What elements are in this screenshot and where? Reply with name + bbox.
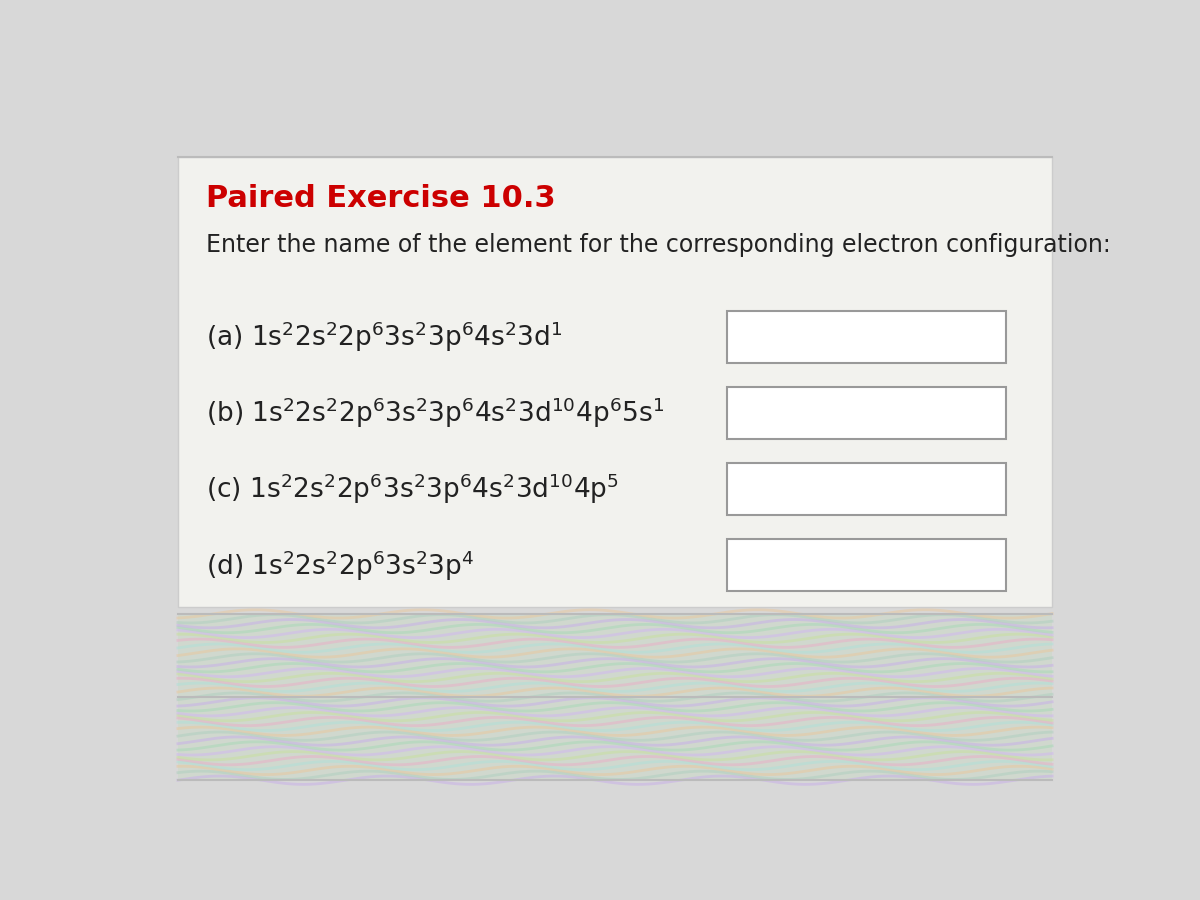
FancyBboxPatch shape: [727, 310, 1006, 363]
Text: (c) 1s$^2$2s$^2$2p$^6$3s$^2$3p$^6$4s$^2$3d$^{10}$4p$^5$: (c) 1s$^2$2s$^2$2p$^6$3s$^2$3p$^6$4s$^2$…: [206, 472, 619, 507]
Text: (a) 1s$^2$2s$^2$2p$^6$3s$^2$3p$^6$4s$^2$3d$^1$: (a) 1s$^2$2s$^2$2p$^6$3s$^2$3p$^6$4s$^2$…: [206, 320, 563, 354]
FancyBboxPatch shape: [727, 387, 1006, 439]
FancyBboxPatch shape: [178, 614, 1052, 780]
Text: Enter the name of the element for the corresponding electron configuration:: Enter the name of the element for the co…: [206, 233, 1110, 256]
FancyBboxPatch shape: [727, 539, 1006, 591]
FancyBboxPatch shape: [727, 464, 1006, 515]
Text: (b) 1s$^2$2s$^2$2p$^6$3s$^2$3p$^6$4s$^2$3d$^{10}$4p$^6$5s$^1$: (b) 1s$^2$2s$^2$2p$^6$3s$^2$3p$^6$4s$^2$…: [206, 396, 665, 430]
FancyBboxPatch shape: [178, 157, 1052, 607]
Text: (d) 1s$^2$2s$^2$2p$^6$3s$^2$3p$^4$: (d) 1s$^2$2s$^2$2p$^6$3s$^2$3p$^4$: [206, 548, 474, 582]
Text: Paired Exercise 10.3: Paired Exercise 10.3: [206, 184, 556, 213]
